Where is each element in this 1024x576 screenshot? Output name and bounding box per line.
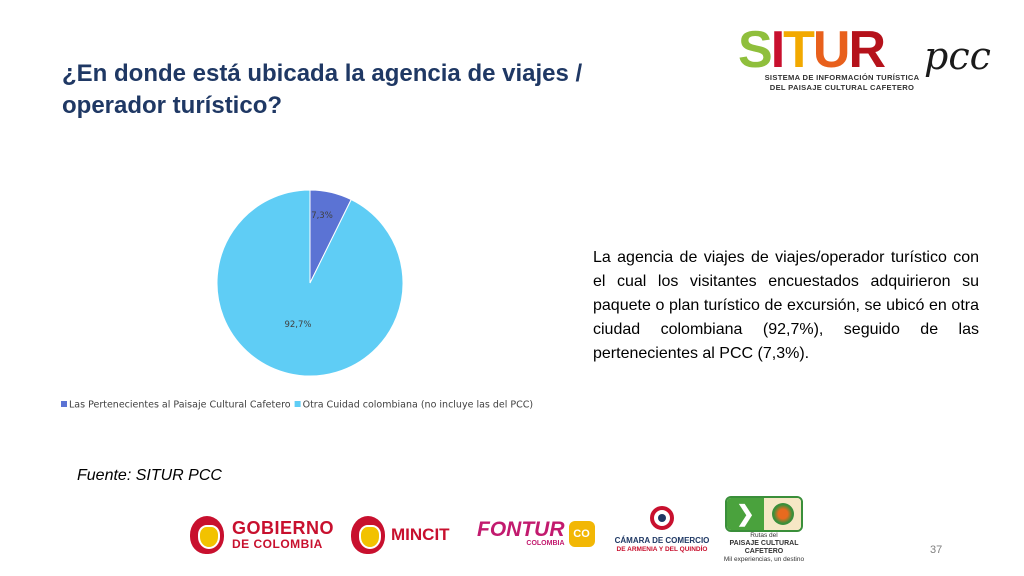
slide-title: ¿En donde está ubicada la agencia de via… — [62, 60, 583, 119]
logo-subtitle-line2: DEL PAISAJE CULTURAL CAFETERO — [769, 83, 915, 92]
logo-letter-r: R — [848, 21, 886, 79]
slice-label-2: 92,7% — [284, 320, 311, 330]
pie-labels: 7,3% 92,7% — [284, 211, 332, 330]
gobierno-line1: GOBIERNO — [232, 518, 335, 538]
fontur-label: FONTUR — [477, 518, 565, 541]
rutas-line3: Mil experiencias, un destino — [723, 556, 805, 563]
chart-legend: Las Pertenecientes al Paisaje Cultural C… — [61, 400, 533, 411]
situr-wordmark: SITUR — [738, 21, 886, 79]
gobierno-colombia-logo: GOBIERNO DE COLOMBIA — [190, 516, 334, 554]
camara-line1: CÁMARA DE COMERCIO — [614, 536, 710, 545]
coat-of-arms-icon — [351, 516, 385, 554]
camara-icon — [650, 506, 674, 530]
logo-letter-t: T — [783, 21, 815, 79]
logo-letter-i: I — [770, 21, 786, 79]
situr-pcc-logo: SITUR pcc SISTEMA DE INFORMACIÓN TURÍSTI… — [738, 22, 1000, 100]
chevron-right-icon: ❯ — [727, 498, 764, 530]
logo-letter-s: S — [738, 21, 773, 79]
rutas-line1: Rutas del — [750, 532, 778, 539]
camara-comercio-logo: CÁMARA DE COMERCIO DE ARMENIA Y DEL QUIN… — [614, 506, 710, 554]
legend-swatch-2 — [294, 401, 301, 407]
rutas-line2: PAISAJE CULTURAL CAFETERO — [729, 540, 799, 555]
page-number: 37 — [930, 544, 943, 556]
slice-label-1: 7,3% — [311, 211, 333, 221]
camara-line2: DE ARMENIA Y DEL QUINDÍO — [616, 546, 708, 553]
pie-slices — [216, 189, 404, 377]
fontur-sub: COLOMBIA — [526, 540, 565, 547]
gobierno-line2: DE COLOMBIA — [232, 537, 323, 551]
coat-of-arms-icon — [190, 516, 224, 554]
legend-swatch-1 — [61, 401, 67, 407]
mincit-label: MINCIT — [391, 525, 450, 544]
logo-letter-u: U — [812, 21, 851, 79]
rutas-pcc-logo: ❯ Rutas del PAISAJE CULTURAL CAFETERO Mi… — [718, 496, 810, 564]
mincit-logo: MINCIT — [351, 516, 450, 554]
co-badge: CO — [568, 520, 595, 547]
landscape-icon — [764, 498, 801, 530]
logo-pcc: pcc — [924, 34, 991, 78]
pie-slice-2 — [216, 189, 404, 377]
legend-label-1: Las Pertenecientes al Paisaje Cultural C… — [69, 400, 291, 411]
legend-label-2: Otra Cuidad colombiana (no incluye las d… — [303, 400, 534, 411]
source-note: Fuente: SITUR PCC — [77, 467, 222, 484]
description-text: La agencia de viajes de viajes/operador … — [593, 249, 979, 362]
logo-subtitle-line1: SISTEMA DE INFORMACIÓN TURÍSTICA — [764, 73, 920, 82]
fontur-logo: FONTUR COLOMBIA CO — [477, 518, 595, 547]
